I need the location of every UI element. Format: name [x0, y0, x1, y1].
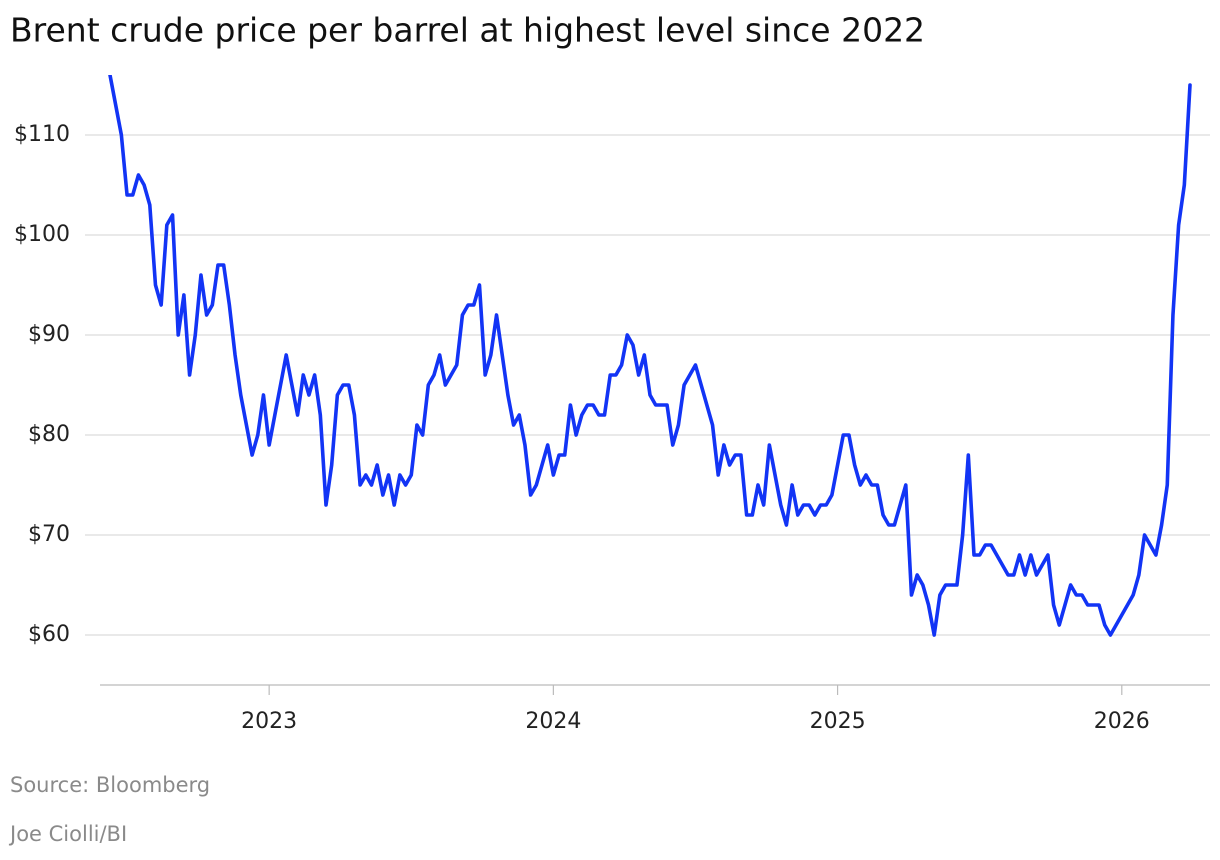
grid: $60 $70 $80 $90 $100 $110 2023 2024 2025 2026: [14, 122, 1210, 734]
y-tick-label: $100: [14, 222, 70, 247]
y-tick-label: $90: [28, 322, 70, 347]
y-tick-label: $110: [14, 122, 70, 147]
source: Source: Bloomberg: [10, 773, 210, 797]
credit: Joe Ciolli/BI: [8, 822, 127, 846]
price-line: [108, 75, 1192, 637]
x-tick-label: 2025: [810, 709, 866, 734]
x-tick-label: 2024: [525, 709, 581, 734]
y-tick-label: $70: [28, 522, 70, 547]
y-tick-label: $80: [28, 422, 70, 447]
x-tick-label: 2023: [241, 709, 297, 734]
plot-area: [108, 75, 1192, 637]
y-tick-label: $60: [28, 622, 70, 647]
chart-title: Brent crude price per barrel at highest …: [10, 11, 925, 50]
x-tick-label: 2026: [1094, 709, 1150, 734]
